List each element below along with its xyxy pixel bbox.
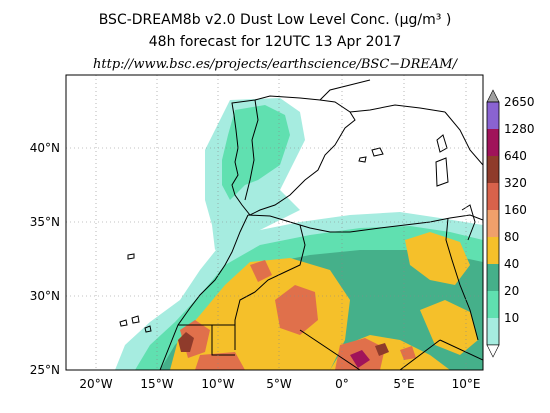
dust-plume-iberia-inner: [222, 105, 290, 200]
coastlines: [119, 79, 483, 370]
colorbar-label: 160: [504, 203, 527, 217]
graticule: [66, 75, 483, 370]
map-frame: [65, 74, 484, 371]
dust-brown-1: [178, 332, 194, 352]
colorbar: [486, 89, 500, 358]
map-subtitle: 48h forecast for 12UTC 13 Apr 2017: [148, 34, 402, 50]
dust-extreme-1: [350, 350, 370, 368]
lon-tick-20w: 20°W: [79, 377, 112, 391]
dust-orange-6: [400, 346, 416, 360]
colorbar-label: 40: [504, 257, 520, 271]
colorbar-swatch: [487, 291, 499, 318]
dust-orange-5: [250, 260, 272, 282]
colorbar-swatch: [487, 318, 499, 345]
colorbar-label: 2650: [504, 95, 535, 109]
dust-yellow-west: [170, 258, 350, 370]
colorbar-swatch: [487, 264, 499, 291]
source-url: http://www.bsc.es/projects/earthscience/…: [93, 57, 457, 72]
colorbar-swatch: [487, 156, 499, 183]
lon-tick-15w: 15°W: [140, 377, 173, 391]
colorbar-extend-bottom: [486, 344, 500, 358]
colorbar-swatch: [487, 183, 499, 210]
colorbar-extend-top: [486, 89, 500, 103]
colorbar-swatch: [487, 237, 499, 264]
lon-tick-10e: 10°E: [452, 377, 481, 391]
lat-tick-40: 40°N: [30, 141, 60, 155]
lon-tick-5w: 5°W: [266, 377, 292, 391]
lon-tick-10w: 10°W: [201, 377, 234, 391]
colorbar-label: 1280: [504, 122, 535, 136]
colorbar-label: 320: [504, 176, 527, 190]
colorbar-label: 80: [504, 230, 520, 244]
lat-tick-35: 35°N: [30, 215, 60, 229]
lat-tick-25: 25°N: [30, 363, 60, 377]
colorbar-swatch: [487, 210, 499, 237]
lon-tick-5e: 5°E: [393, 377, 414, 391]
map-area: [66, 75, 483, 370]
colorbar-swatch: [487, 102, 499, 129]
dust-yellow-east: [405, 232, 470, 285]
colorbar-label: 20: [504, 284, 520, 298]
dust-orange-1: [275, 285, 318, 335]
dust-yellow-se: [420, 300, 478, 355]
dust-orange-3: [195, 352, 245, 370]
lon-tick-0: 0°: [335, 377, 349, 391]
lat-tick-30: 30°N: [30, 289, 60, 303]
colorbar-label: 10: [504, 311, 520, 325]
dust-brown-2: [375, 343, 389, 356]
colorbar-swatch: [487, 129, 499, 156]
map-title: BSC-DREAM8b v2.0 Dust Low Level Conc. (μ…: [98, 12, 452, 28]
colorbar-label: 640: [504, 149, 527, 163]
